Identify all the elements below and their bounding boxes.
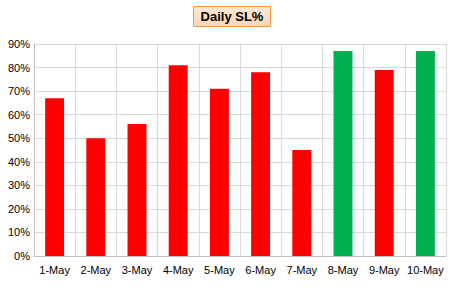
svg-text:5-May: 5-May bbox=[204, 264, 235, 276]
svg-text:7-May: 7-May bbox=[287, 264, 318, 276]
svg-text:6-May: 6-May bbox=[245, 264, 276, 276]
svg-text:4-May: 4-May bbox=[163, 264, 194, 276]
svg-text:70%: 70% bbox=[8, 85, 30, 97]
svg-text:3-May: 3-May bbox=[122, 264, 153, 276]
svg-text:30%: 30% bbox=[8, 179, 30, 191]
svg-text:Daily SL%: Daily SL% bbox=[201, 9, 264, 24]
svg-text:1-May: 1-May bbox=[39, 264, 70, 276]
svg-text:60%: 60% bbox=[8, 109, 30, 121]
svg-text:9-May: 9-May bbox=[369, 264, 400, 276]
svg-text:50%: 50% bbox=[8, 132, 30, 144]
svg-text:90%: 90% bbox=[8, 38, 30, 50]
svg-text:0%: 0% bbox=[14, 250, 30, 262]
svg-text:20%: 20% bbox=[8, 203, 30, 215]
svg-text:80%: 80% bbox=[8, 62, 30, 74]
svg-text:40%: 40% bbox=[8, 156, 30, 168]
svg-text:10%: 10% bbox=[8, 226, 30, 238]
svg-text:2-May: 2-May bbox=[81, 264, 112, 276]
svg-text:10-May: 10-May bbox=[407, 264, 444, 276]
svg-text:8-May: 8-May bbox=[328, 264, 359, 276]
